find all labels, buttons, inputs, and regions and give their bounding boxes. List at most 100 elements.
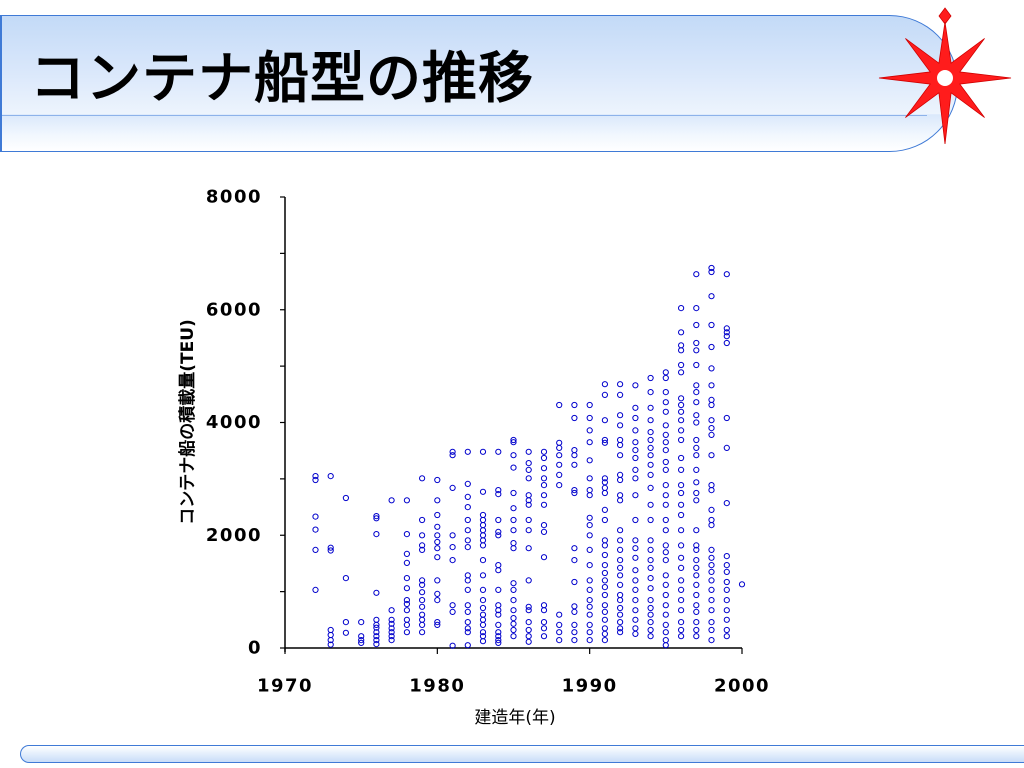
data-point — [556, 461, 563, 468]
data-point — [571, 557, 578, 564]
data-point — [617, 527, 624, 534]
data-point — [495, 629, 502, 636]
data-point — [647, 557, 654, 564]
data-point — [647, 452, 654, 459]
data-point — [556, 439, 563, 446]
data-point — [525, 527, 532, 534]
data-point — [312, 473, 319, 480]
data-point — [662, 501, 669, 508]
data-point — [479, 532, 487, 539]
data-point — [434, 621, 441, 628]
data-point — [662, 629, 669, 636]
data-point — [419, 546, 426, 553]
data-point — [601, 616, 608, 623]
data-point — [586, 562, 593, 569]
data-point — [693, 546, 700, 553]
x-tick-label: 1970 — [257, 676, 313, 697]
data-point — [419, 532, 426, 539]
data-point — [388, 607, 395, 614]
data-point — [632, 427, 639, 434]
data-point — [449, 544, 456, 551]
data-point — [510, 607, 517, 614]
data-point — [479, 448, 487, 455]
data-point — [571, 637, 578, 644]
data-point — [434, 597, 441, 604]
data-point — [693, 619, 700, 626]
data-point — [586, 629, 593, 636]
y-tick-label: 8000 — [206, 187, 262, 208]
data-point — [556, 637, 563, 644]
data-point — [617, 564, 624, 571]
data-point — [723, 325, 730, 332]
data-point — [662, 389, 669, 396]
data-point — [632, 630, 639, 637]
data-point — [571, 629, 578, 636]
data-point — [540, 475, 548, 482]
data-point — [464, 625, 471, 632]
data-point — [617, 422, 624, 429]
data-point — [647, 389, 654, 396]
data-point — [632, 625, 639, 632]
data-point — [358, 637, 365, 644]
data-point — [403, 575, 410, 582]
data-point — [586, 597, 593, 604]
data-point — [479, 629, 487, 636]
data-point — [586, 427, 593, 434]
data-point — [662, 602, 669, 609]
data-point — [586, 457, 593, 464]
data-point — [525, 626, 532, 634]
data-point — [617, 591, 624, 599]
data-point — [540, 619, 548, 626]
x-axis-title: 建造年(年) — [474, 708, 555, 728]
data-point — [647, 444, 654, 451]
data-point — [479, 488, 487, 495]
data-point — [662, 422, 669, 429]
data-point — [342, 575, 349, 582]
data-point — [678, 369, 685, 376]
data-point — [632, 607, 639, 614]
data-point — [327, 637, 334, 644]
data-point — [662, 591, 669, 599]
data-point — [617, 604, 624, 612]
y-axis-title: コンテナ船の積載量(TEU) — [177, 319, 198, 525]
data-point — [662, 447, 669, 454]
data-point — [601, 562, 608, 569]
data-point — [479, 616, 487, 623]
data-point — [662, 408, 669, 415]
data-point — [540, 448, 548, 455]
data-point — [647, 484, 654, 491]
data-point — [678, 482, 685, 489]
data-point — [662, 431, 669, 438]
data-point — [495, 637, 502, 644]
data-point — [586, 401, 593, 409]
data-point — [662, 399, 669, 406]
data-point — [464, 527, 471, 534]
data-point — [632, 466, 639, 473]
data-point — [495, 586, 502, 593]
data-point — [617, 546, 624, 553]
data-point — [647, 461, 654, 468]
data-point — [419, 542, 426, 549]
data-point — [434, 554, 441, 561]
data-point — [495, 491, 502, 498]
data-point — [647, 471, 654, 478]
data-point — [647, 626, 654, 634]
data-point — [693, 305, 700, 312]
data-point — [647, 585, 654, 592]
data-point — [662, 549, 669, 556]
data-point — [708, 321, 715, 329]
data-point — [449, 608, 456, 615]
data-point — [678, 626, 685, 634]
data-point — [708, 506, 715, 513]
data-point — [632, 516, 639, 524]
logo-center-ring — [935, 68, 955, 88]
data-point — [495, 528, 502, 535]
data-point — [449, 532, 456, 539]
data-point — [373, 641, 380, 648]
y-tick-label: 2000 — [206, 525, 262, 546]
data-point — [617, 625, 624, 632]
data-point — [373, 621, 380, 628]
data-point — [419, 621, 426, 628]
data-point — [601, 608, 608, 615]
data-point — [403, 629, 410, 636]
